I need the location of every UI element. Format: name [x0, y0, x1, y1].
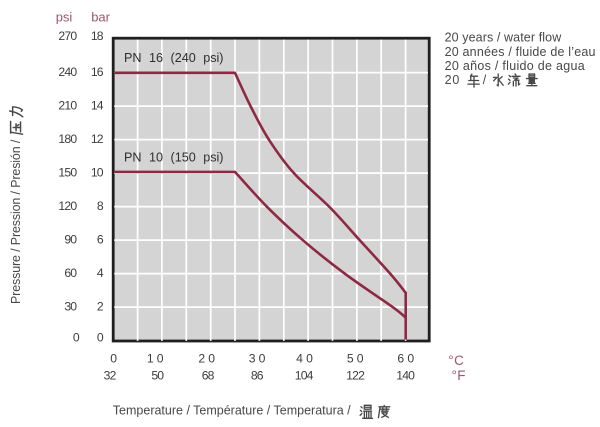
svg-text:140: 140: [396, 368, 415, 382]
svg-text:50: 50: [347, 352, 367, 366]
svg-text:psi: psi: [56, 10, 73, 25]
svg-text:bar: bar: [91, 10, 110, 25]
svg-text:60: 60: [397, 352, 417, 366]
svg-text:20: 20: [445, 73, 461, 87]
svg-text:32: 32: [104, 368, 117, 382]
svg-text:18: 18: [91, 29, 104, 43]
svg-text:20: 20: [198, 352, 218, 366]
svg-text:12: 12: [91, 132, 104, 146]
svg-text:86: 86: [251, 368, 264, 382]
svg-text:30: 30: [249, 352, 269, 366]
svg-text:/: /: [483, 73, 487, 87]
svg-text:16: 16: [91, 65, 104, 79]
svg-text:0: 0: [97, 331, 104, 345]
svg-text:270: 270: [58, 29, 77, 43]
svg-text:0: 0: [73, 331, 80, 345]
svg-text:10: 10: [91, 165, 104, 179]
svg-text:104: 104: [295, 368, 314, 382]
svg-text:30: 30: [64, 299, 77, 313]
svg-text:60: 60: [64, 266, 77, 280]
svg-text:2: 2: [97, 299, 104, 313]
svg-text:180: 180: [58, 132, 77, 146]
svg-text:0: 0: [110, 352, 117, 366]
svg-text:90: 90: [64, 232, 77, 246]
svg-text:20 années / fluide de l’eau: 20 années / fluide de l’eau: [445, 45, 596, 59]
svg-text:°F: °F: [452, 368, 466, 383]
svg-text:68: 68: [202, 368, 215, 382]
svg-text:20 years / water flow: 20 years / water flow: [445, 31, 563, 45]
svg-text:°C: °C: [448, 353, 464, 368]
svg-text:240: 240: [58, 65, 77, 79]
svg-text:20 años / fluido de agua: 20 años / fluido de agua: [445, 59, 585, 73]
svg-text:PN 10 (150 psi): PN 10 (150 psi): [124, 150, 224, 164]
svg-text:4: 4: [97, 266, 104, 280]
svg-text:Temperature / Température / Te: Temperature / Température / Temperatura …: [113, 404, 351, 418]
svg-text:122: 122: [346, 368, 365, 382]
svg-text:50: 50: [151, 368, 164, 382]
svg-text:210: 210: [58, 98, 77, 112]
svg-text:10: 10: [147, 352, 167, 366]
svg-text:14: 14: [91, 98, 104, 112]
svg-text:6: 6: [97, 232, 104, 246]
svg-text:150: 150: [58, 165, 77, 179]
svg-text:120: 120: [58, 199, 77, 213]
svg-text:Pressure / Pression / Presión: Pressure / Pression / Presión /: [9, 139, 23, 304]
svg-text:8: 8: [97, 199, 104, 213]
svg-text:PN 16 (240 psi): PN 16 (240 psi): [124, 51, 224, 65]
svg-text:40: 40: [296, 352, 316, 366]
